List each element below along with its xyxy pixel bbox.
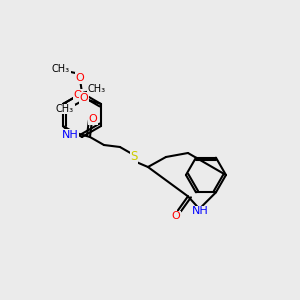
Text: CH₃: CH₃ (88, 84, 106, 94)
Text: O: O (74, 90, 82, 100)
Text: NH: NH (61, 130, 78, 140)
Text: O: O (76, 73, 84, 83)
Text: NH: NH (192, 206, 208, 216)
Text: CH₃: CH₃ (52, 64, 70, 74)
Text: O: O (80, 93, 88, 103)
Text: S: S (130, 151, 138, 164)
Text: O: O (88, 114, 97, 124)
Text: CH₃: CH₃ (56, 104, 74, 114)
Text: O: O (172, 211, 180, 221)
